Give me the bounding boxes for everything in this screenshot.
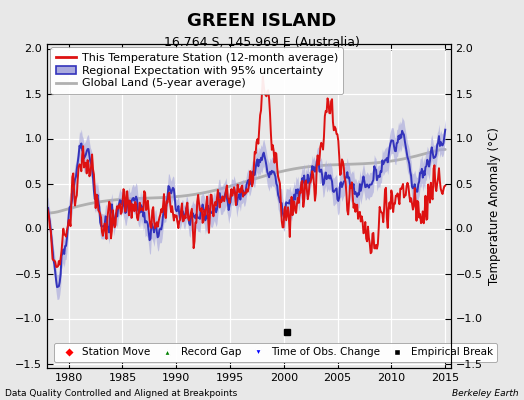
Y-axis label: Temperature Anomaly (°C): Temperature Anomaly (°C) — [488, 127, 501, 285]
Text: GREEN ISLAND: GREEN ISLAND — [188, 12, 336, 30]
Text: Data Quality Controlled and Aligned at Breakpoints: Data Quality Controlled and Aligned at B… — [5, 389, 237, 398]
Legend: Station Move, Record Gap, Time of Obs. Change, Empirical Break: Station Move, Record Gap, Time of Obs. C… — [54, 343, 497, 362]
Text: Berkeley Earth: Berkeley Earth — [452, 389, 519, 398]
Text: 16.764 S, 145.969 E (Australia): 16.764 S, 145.969 E (Australia) — [164, 36, 360, 49]
